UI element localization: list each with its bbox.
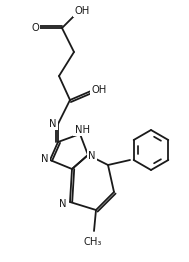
Text: N: N [48, 119, 56, 129]
Text: OH: OH [91, 85, 107, 95]
Text: OH: OH [74, 6, 90, 16]
Text: CH₃: CH₃ [84, 237, 102, 247]
Text: N: N [88, 151, 96, 161]
Text: O: O [31, 23, 39, 33]
Text: N: N [59, 199, 67, 209]
Text: N: N [49, 119, 57, 129]
Text: NH: NH [74, 125, 90, 135]
Text: N: N [41, 154, 49, 164]
